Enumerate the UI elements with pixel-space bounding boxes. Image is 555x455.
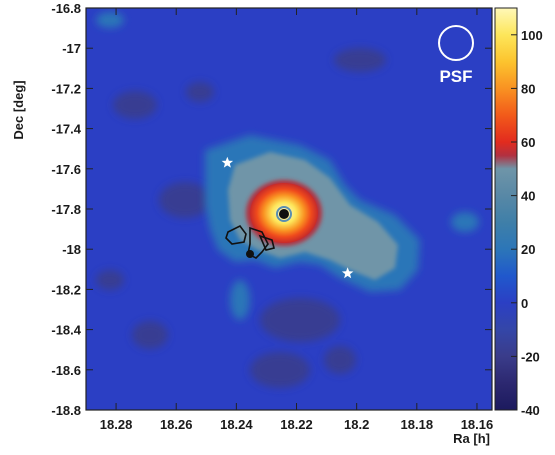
- y-tick-label: -17.2: [51, 81, 81, 96]
- psf-indicator: PSF: [438, 25, 474, 86]
- y-tick-label: -18.2: [51, 282, 81, 297]
- x-axis: 18.28 18.26 18.24 18.22 18.2 18.18 18.16: [100, 8, 493, 432]
- y-tick-label: -18.6: [51, 363, 81, 378]
- colorbar-tick-label: -20: [521, 349, 540, 364]
- y-tick-label: -18.8: [51, 403, 81, 418]
- negative-regions: [96, 48, 386, 388]
- y-tick-label: -17.4: [51, 122, 81, 137]
- colorbar: -40 -20 0 20 40 60 80 100: [494, 7, 543, 418]
- plot-area: PSF: [86, 8, 492, 410]
- colorbar-tick-label: -40: [521, 403, 540, 418]
- colorbar-tick-label: 40: [521, 189, 535, 204]
- psf-label: PSF: [439, 67, 472, 86]
- y-axis: -16.8 -17 -17.2 -17.4 -17.6 -17.8 -18 -18.2 -18.…: [51, 1, 492, 418]
- x-tick-label: 18.2: [344, 417, 369, 432]
- x-axis-title: Ra [h]: [453, 431, 490, 446]
- stars-layer: [221, 156, 354, 279]
- colorbar-tick-label: 100: [521, 28, 543, 43]
- counterpart-contours: [225, 224, 275, 259]
- colorbar-gradient: [494, 7, 518, 411]
- y-tick-label: -18.4: [51, 323, 81, 338]
- x-tick-label: 18.18: [401, 417, 434, 432]
- peak-marker: [279, 209, 289, 219]
- star-marker: [341, 267, 354, 279]
- colorbar-tick-label: 20: [521, 242, 535, 257]
- y-tick-label: -17.8: [51, 202, 81, 217]
- x-tick-label: 18.22: [280, 417, 313, 432]
- x-tick-label: 18.24: [220, 417, 253, 432]
- y-tick-label: -18: [62, 242, 81, 257]
- psf-circle: [438, 25, 474, 61]
- x-tick-label: 18.16: [461, 417, 494, 432]
- y-tick-label: -17.6: [51, 162, 81, 177]
- star-marker: [221, 156, 234, 168]
- colorbar-tick-label: 0: [521, 296, 528, 311]
- hotspot: [246, 180, 322, 246]
- counterpart-dot: [246, 250, 254, 258]
- y-tick-label: -17: [62, 41, 81, 56]
- x-tick-label: 18.28: [100, 417, 133, 432]
- x-tick-label: 18.26: [160, 417, 193, 432]
- y-tick-label: -16.8: [51, 1, 81, 16]
- colorbar-tick-label: 80: [521, 81, 535, 96]
- colorbar-tick-label: 60: [521, 135, 535, 150]
- y-axis-title: Dec [deg]: [11, 80, 26, 139]
